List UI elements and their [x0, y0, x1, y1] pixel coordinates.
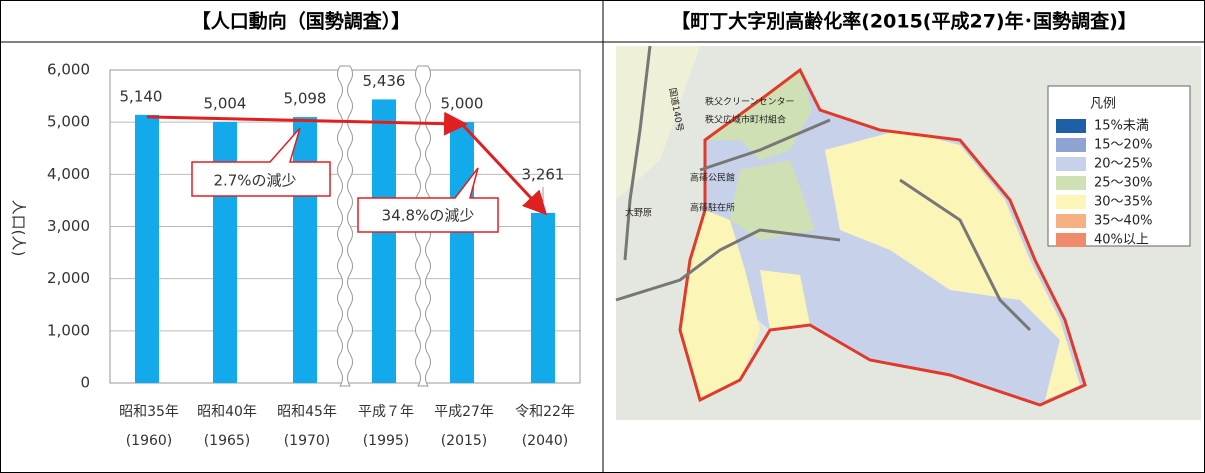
map-area [680, 210, 760, 400]
plot: 0 1,000 2,000 3,000 4,000 5,000 6,000 5,140 5,00… [47, 61, 581, 392]
break-mark [337, 65, 353, 387]
map: 秩父クリーンセンター 秩父広域市町村組合 高篠公民館 高篠駐在所 大野原 国道1… [615, 45, 1201, 420]
legend-swatch [1056, 176, 1086, 190]
map-area [825, 130, 1080, 400]
legend-label: 15～20% [1094, 138, 1152, 153]
callout-1: 2.7%の減少 [191, 127, 331, 197]
bar [450, 122, 474, 384]
x-tick-label: 平成７年 [358, 404, 414, 420]
legend-label: 40%以上 [1094, 233, 1149, 248]
y-axis-label: 人口(人) [10, 200, 28, 257]
map-area [760, 270, 810, 330]
x-tick-label: (2040) [522, 433, 569, 449]
bar [372, 99, 396, 383]
legend-label: 25～30% [1094, 176, 1152, 191]
bar [531, 212, 555, 383]
legend: 15%未満 15～20% 20～25% 25～30% 30～35% 35～40% 40%以上 [1056, 119, 1152, 248]
area-outline [678, 67, 1087, 407]
value-label: 5,436 [363, 72, 406, 90]
place: 高篠駐在所 [690, 202, 735, 214]
arrow [146, 111, 468, 136]
arrow [460, 123, 548, 216]
value-label: 5,000 [441, 95, 484, 113]
legend-swatch [1056, 119, 1086, 133]
x-tick-label: 昭和35年 [119, 404, 179, 420]
annotation: 2.7%の減少 [213, 172, 296, 190]
right-header: 【町丁大字別高齢化率(2015(平成27)年･国勢調査)】 [671, 10, 1137, 33]
x-tick-label: (1965) [204, 433, 251, 449]
callout-box [191, 127, 331, 197]
place: 高篠公民館 [690, 172, 735, 184]
place: 大野原 [625, 207, 652, 219]
x-tick-label: (1995) [363, 433, 410, 449]
legend-swatch [1056, 214, 1086, 228]
x-tick-label: (1970) [284, 433, 331, 449]
legend-swatch [1056, 233, 1086, 247]
arrows [146, 111, 548, 216]
x-tick-label: 昭和40年 [197, 404, 257, 420]
y-tick-label: 2,000 [47, 269, 90, 287]
legend-label: 20～25% [1094, 157, 1152, 172]
bar [135, 114, 159, 383]
y-tick-label: 4,000 [47, 165, 90, 183]
value-label: 5,098 [284, 90, 327, 108]
legend-label: 15%未満 [1094, 119, 1149, 134]
legend-label: 35～40% [1094, 214, 1152, 229]
y-tick-label: 0 [80, 374, 90, 392]
map-area [705, 70, 812, 160]
x-tick-label: 平成27年 [434, 404, 494, 420]
x-tick-label: 令和22年 [515, 404, 575, 420]
legend-swatch [1056, 138, 1086, 152]
value-label: 5,004 [204, 94, 247, 112]
x-tick-label: (1960) [126, 433, 173, 449]
legend-swatch [1056, 157, 1086, 171]
x-tick-label: (2015) [441, 433, 488, 449]
legend-title: 凡例 [1090, 97, 1116, 112]
y-tick-label: 5,000 [47, 113, 90, 131]
x-tick-label: 昭和45年 [277, 404, 337, 420]
left-header: 【人口動向（国勢調査）】 [192, 10, 411, 33]
annotation: 34.8%の減少 [382, 207, 475, 225]
y-tick-label: 3,000 [47, 217, 90, 235]
y-tick-label: 1,000 [47, 321, 90, 339]
value-label: 3,261 [522, 165, 565, 183]
road [615, 45, 1032, 332]
y-tick-label: 6,000 [47, 61, 90, 79]
bar [293, 117, 317, 384]
place: 秩父広域市町村組合 [705, 114, 786, 126]
callout-box [357, 167, 499, 233]
legend-swatch [1056, 195, 1086, 209]
value-label: 5,140 [120, 87, 163, 105]
callout-2: 34.8%の減少 [357, 167, 499, 233]
bar [213, 121, 237, 383]
map-area [730, 160, 815, 240]
place: 秩父クリーンセンター [705, 97, 795, 108]
legend-label: 30～35% [1094, 195, 1152, 210]
